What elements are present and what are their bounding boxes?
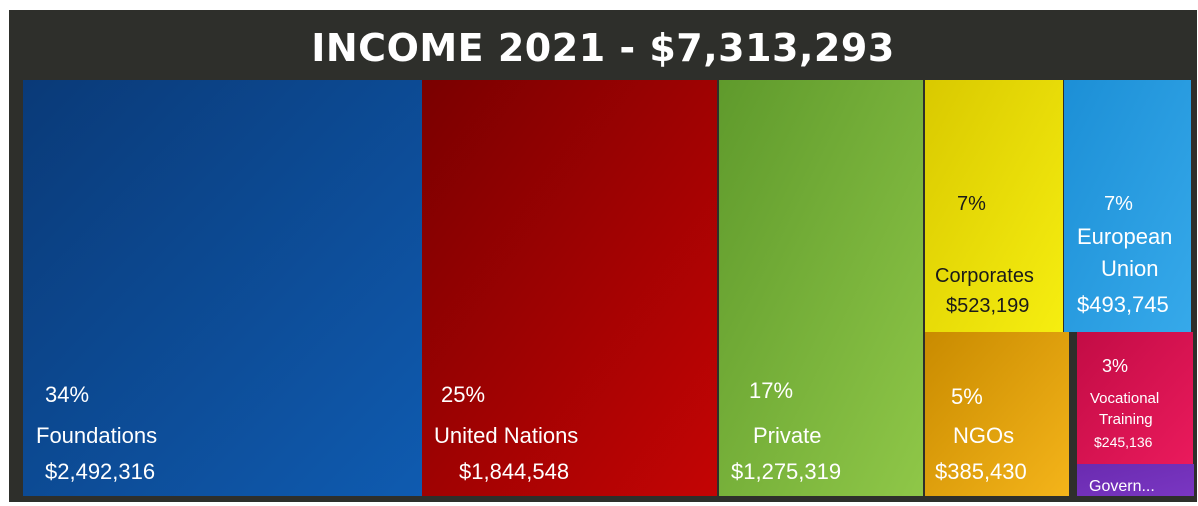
tile-name-ngos: NGOs bbox=[953, 423, 1014, 448]
tile-name-corporates: Corporates bbox=[935, 265, 1034, 287]
tile-foundations[interactable] bbox=[23, 80, 422, 496]
tile-name-govern: Govern... bbox=[1089, 478, 1155, 495]
tile-percent-private: 17% bbox=[749, 378, 793, 403]
tile-amount-european-union: $493,745 bbox=[1077, 292, 1169, 317]
tile-percent-vocational-training: 3% bbox=[1102, 356, 1128, 376]
tile-amount-private: $1,275,319 bbox=[731, 459, 841, 484]
tile-amount-ngos: $385,430 bbox=[935, 459, 1027, 484]
tile-amount-vocational-training: $245,136 bbox=[1094, 434, 1153, 450]
tile-percent-corporates: 7% bbox=[957, 193, 986, 215]
treemap-chart: 34% Foundations $2,492,316 25% United Nation… bbox=[23, 80, 1194, 496]
tile-name-united-nations: United Nations bbox=[434, 423, 578, 448]
tile-corporates[interactable] bbox=[925, 80, 1063, 332]
tile-united-nations[interactable] bbox=[422, 80, 717, 496]
tile-amount-corporates: $523,199 bbox=[946, 295, 1029, 317]
tile-ngos[interactable] bbox=[925, 332, 1069, 496]
tile-private[interactable] bbox=[719, 80, 923, 496]
tile-percent-foundations: 34% bbox=[45, 382, 89, 407]
tile-vocational-training[interactable] bbox=[1077, 332, 1193, 464]
tile-european-union[interactable] bbox=[1064, 80, 1191, 332]
tile-amount-united-nations: $1,844,548 bbox=[459, 459, 569, 484]
chart-title: INCOME 2021 - $7,313,293 bbox=[311, 26, 895, 70]
tile-name-foundations: Foundations bbox=[36, 423, 157, 448]
tile-percent-united-nations: 25% bbox=[441, 382, 485, 407]
tile-name-vocational-training-line-1: Vocational bbox=[1090, 390, 1159, 407]
tile-name-european-union-line-1: European bbox=[1077, 224, 1172, 249]
tile-name-european-union-line-2: Union bbox=[1101, 256, 1158, 281]
tile-percent-european-union: 7% bbox=[1104, 193, 1133, 215]
tile-name-private: Private bbox=[753, 423, 821, 448]
chart-frame: INCOME 2021 - $7,313,293 34% Foundations $… bbox=[9, 10, 1197, 502]
tile-amount-foundations: $2,492,316 bbox=[45, 459, 155, 484]
tile-percent-ngos: 5% bbox=[951, 384, 983, 409]
tile-govern[interactable] bbox=[1077, 464, 1194, 496]
tile-name-vocational-training-line-2: Training bbox=[1099, 411, 1153, 428]
